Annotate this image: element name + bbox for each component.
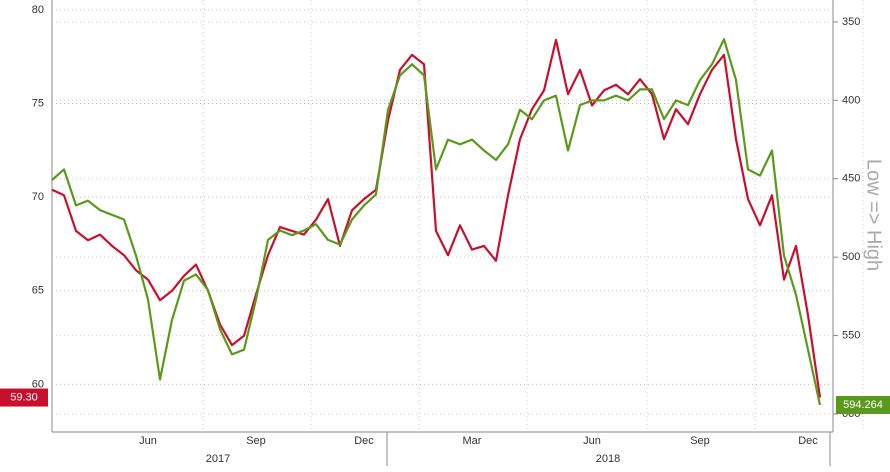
end-label: 594.264 (843, 399, 883, 411)
x-tick-label: Jun (583, 435, 601, 447)
x-group-label: 2017 (206, 453, 230, 465)
y2-tick-label: 500 (842, 251, 860, 263)
series-line (51, 38, 822, 398)
series-line (51, 38, 822, 406)
y-tick-label: 80 (32, 4, 44, 16)
y-tick-label: 70 (32, 191, 44, 203)
end-label-box (836, 395, 890, 414)
y-tick-label: 65 (32, 285, 44, 297)
y-tick-label: 60 (32, 378, 44, 390)
end-label: 59.30 (10, 391, 38, 403)
x-tick-label: Sep (246, 435, 266, 447)
y2-tick-label: 550 (842, 329, 860, 341)
x-tick-label: Dec (798, 435, 818, 447)
x-tick-label: Jun (139, 435, 157, 447)
y2-tick-label: 450 (842, 173, 860, 185)
x-tick-label: Mar (463, 435, 482, 447)
x-group-label: 2018 (596, 453, 620, 465)
x-tick-label: Sep (690, 435, 710, 447)
end-label-box (0, 388, 48, 407)
x-tick-label: Dec (354, 435, 374, 447)
y2-axis-title: Low => High (863, 159, 885, 271)
y2-tick-label: 350 (842, 16, 860, 28)
y-tick-label: 75 (32, 97, 44, 109)
y2-tick-label: 400 (842, 94, 860, 106)
